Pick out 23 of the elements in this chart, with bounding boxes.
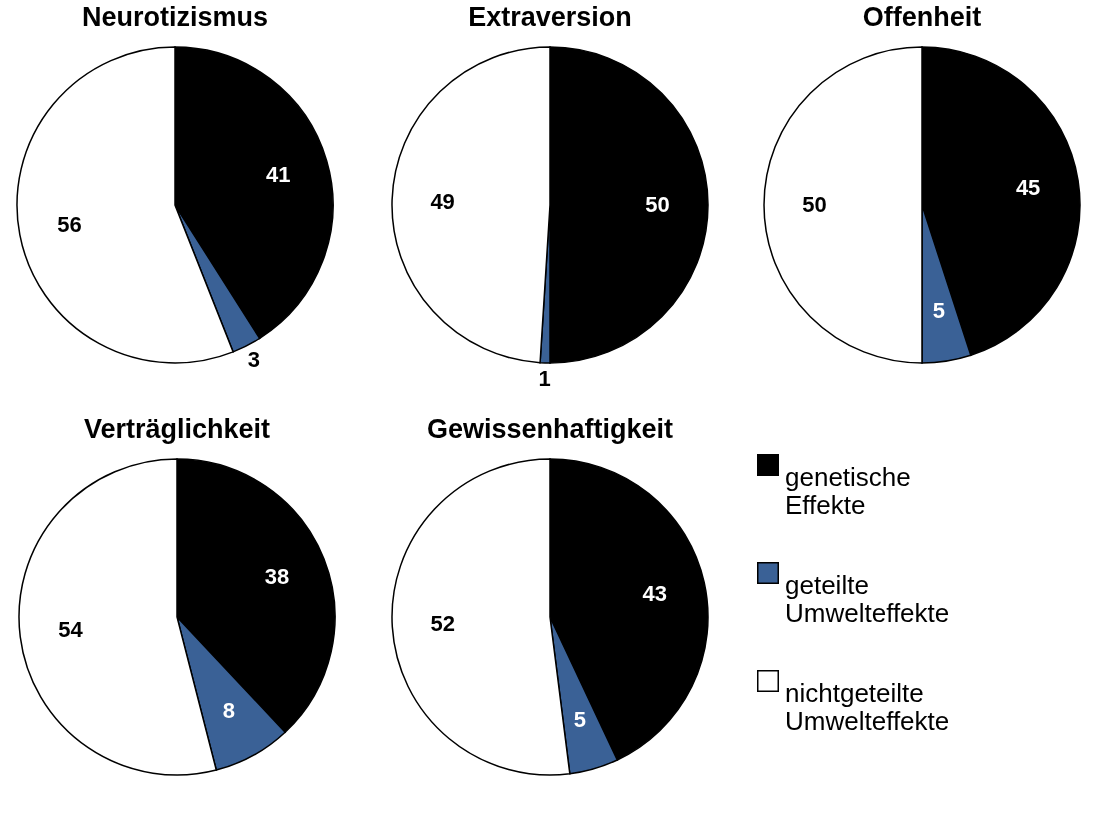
chart-title: Offenheit <box>862 2 982 32</box>
data-label: 5 <box>932 298 945 324</box>
data-label: 50 <box>802 192 827 217</box>
legend-label: geteilte Umwelteffekte <box>785 570 950 628</box>
data-label: 41 <box>265 162 291 188</box>
data-label: 5 <box>573 707 587 733</box>
legend-label: nichtgeteilte Umwelteffekte <box>785 678 950 736</box>
data-label: 49 <box>430 188 455 214</box>
data-label: 43 <box>642 580 668 606</box>
chart-title: Extraversion <box>468 2 632 32</box>
data-label: 38 <box>264 564 290 590</box>
legend-label: genetische Effekte <box>785 462 911 520</box>
chart-title: Gewissenhaftigkeit <box>426 414 674 444</box>
data-label: 50 <box>645 192 670 217</box>
data-label: 54 <box>58 617 84 643</box>
data-label: 3 <box>247 347 261 373</box>
data-label: 8 <box>222 698 235 724</box>
chart-title: Verträglichkeit <box>83 414 271 444</box>
chart-title: Neurotizismus <box>81 2 269 32</box>
data-label: 52 <box>430 610 456 636</box>
data-label: 56 <box>57 212 82 238</box>
data-label: 45 <box>1015 175 1041 201</box>
data-label: 1 <box>538 365 551 391</box>
